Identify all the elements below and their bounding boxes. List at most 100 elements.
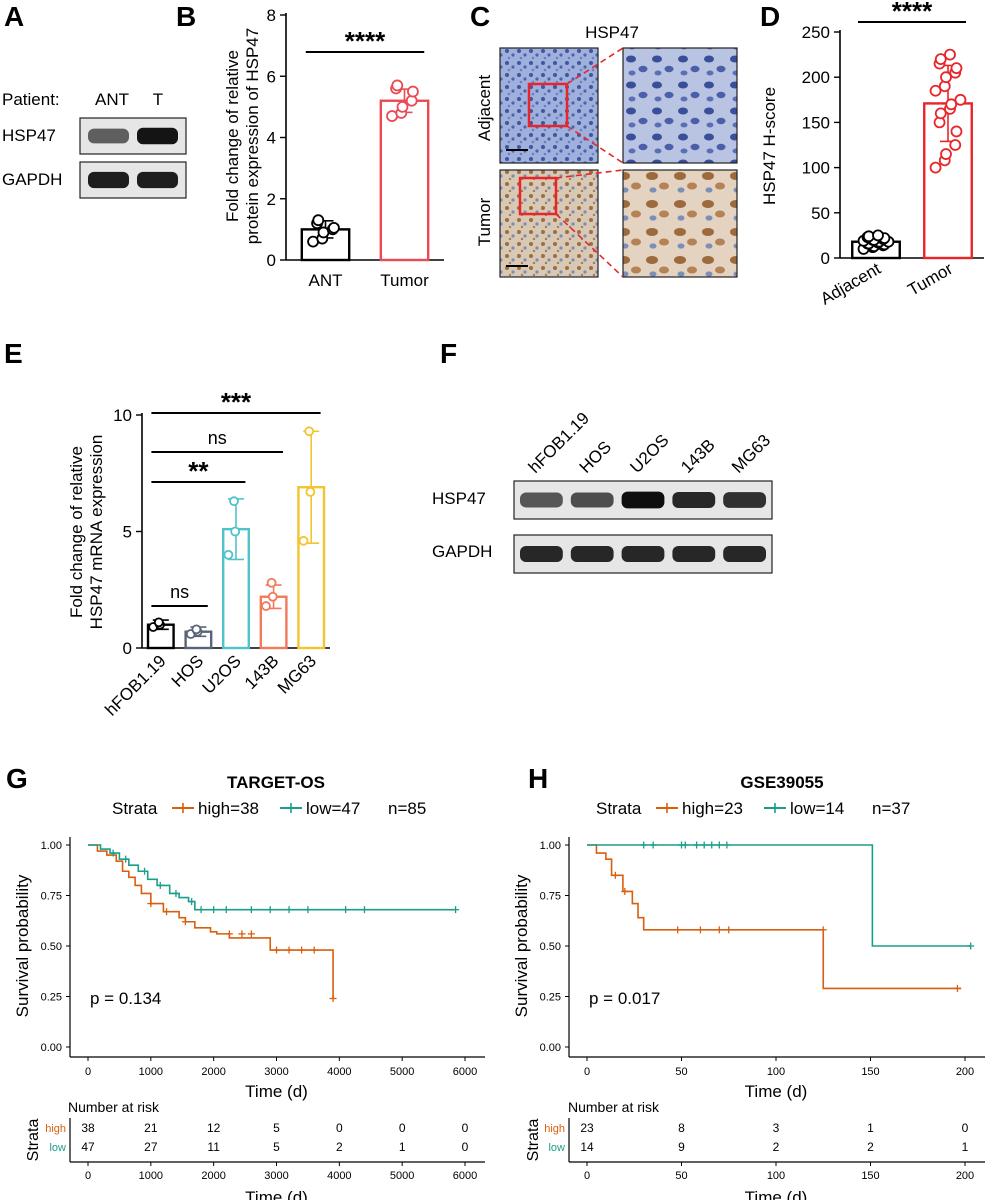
panel-c: C HSP47 Adjacent Tumor [470, 1, 738, 278]
km-x-tick-label: 0 [85, 1066, 91, 1078]
km-x-tick-label: 150 [861, 1066, 879, 1078]
y-tick-label: 200 [802, 68, 830, 87]
ihc-zoom-line [555, 213, 624, 278]
risk-x-tick-label: 0 [584, 1170, 590, 1182]
km-y-label: Survival probability [512, 874, 531, 1017]
blot-band [137, 127, 178, 145]
blot-band [723, 492, 766, 508]
risk-x-tick-label: 2000 [201, 1170, 225, 1182]
blot-band [723, 545, 766, 563]
risk-count: 0 [962, 1121, 969, 1135]
risk-count: 11 [207, 1140, 220, 1154]
risk-count: 0 [462, 1121, 469, 1135]
risk-x-tick-label: 4000 [327, 1170, 351, 1182]
risk-count: 0 [336, 1121, 343, 1135]
risk-count: 0 [462, 1140, 469, 1154]
blot-a-bands [88, 127, 178, 189]
km-x-tick-label: 4000 [327, 1066, 351, 1078]
x-tick-label: U2OS [199, 651, 245, 697]
y-tick-label: 2 [267, 190, 276, 209]
blot-band [88, 128, 129, 144]
blot-row-label-hsp47: HSP47 [2, 126, 56, 145]
significance-label: ns [170, 582, 189, 602]
risk-count: 0 [399, 1121, 406, 1135]
ihc-zoom-line [566, 47, 624, 85]
y-tick-label: 4 [267, 129, 276, 148]
risk-x-tick-label: 3000 [264, 1170, 288, 1182]
risk-table-title: Number at risk [568, 1099, 660, 1115]
km-y-tick-label: 0.00 [540, 1042, 561, 1054]
km-legend-low: low=14 [790, 799, 844, 818]
risk-count: 3 [773, 1121, 780, 1135]
x-tick-label: Tumor [904, 259, 956, 300]
data-point [949, 139, 962, 151]
data-point [940, 71, 952, 84]
panel-h: H GSE39055 Strata high=23 low=14 n=37 0.00 0.… [512, 763, 985, 1200]
x-tick-label: ANT [309, 271, 343, 290]
blot-band [570, 492, 614, 508]
panel-letter-a: A [4, 1, 24, 32]
km-y-tick-label: 0.00 [41, 1042, 62, 1054]
ihc-zoom-line [566, 125, 624, 164]
lane-label-ant: ANT [95, 90, 129, 109]
ihc-image-tumor [499, 169, 599, 278]
risk-row-label-high: high [544, 1123, 565, 1135]
risk-axis-label: Strata [525, 1119, 542, 1162]
km-y-tick-label: 0.25 [540, 992, 561, 1004]
data-point [872, 229, 884, 242]
data-point [298, 535, 309, 546]
km-y-tick-label: 0.50 [41, 941, 62, 953]
risk-x-tick-label: 50 [675, 1170, 687, 1182]
blot-band [520, 492, 563, 508]
chart-d-ylabel: HSP47 H-score [760, 87, 779, 205]
data-point [267, 591, 278, 602]
significance-label: *** [221, 387, 252, 417]
data-point [950, 62, 963, 75]
panel-letter-e: E [4, 338, 23, 369]
risk-count: 23 [580, 1121, 594, 1135]
data-point [934, 53, 947, 66]
risk-x-tick-label: 6000 [453, 1170, 477, 1182]
ihc-image-adjacent [499, 47, 599, 164]
km-y-tick-label: 0.75 [540, 891, 561, 903]
km-legend-title: Strata [112, 799, 158, 818]
y-tick-label: 0 [821, 249, 830, 268]
km-y-tick-label: 1.00 [540, 840, 561, 852]
bar [379, 99, 430, 262]
risk-x-label: Time (d) [245, 1188, 308, 1200]
km-y-tick-label: 1.00 [41, 840, 62, 852]
panel-letter-b: B [176, 1, 196, 32]
risk-count: 9 [678, 1140, 685, 1154]
km-legend-n: n=37 [872, 799, 910, 818]
blot-band [570, 545, 614, 563]
y-tick-label: 8 [267, 6, 276, 25]
risk-x-tick-label: 100 [767, 1170, 785, 1182]
risk-row-label-high: high [45, 1123, 66, 1135]
km-x-label: Time (d) [245, 1082, 308, 1101]
km-x-tick-label: 200 [956, 1066, 974, 1078]
km-y-tick-label: 0.25 [41, 992, 62, 1004]
y-tick-label: 6 [267, 67, 276, 86]
risk-x-tick-label: 5000 [390, 1170, 414, 1182]
risk-count: 47 [81, 1140, 95, 1154]
km-x-tick-label: 50 [675, 1066, 687, 1078]
data-point [391, 79, 404, 92]
chart-b-ylabel-line1: Fold change of relative [223, 50, 242, 222]
panel-a: A Patient: ANT T HSP47 GAPDH [2, 1, 187, 199]
data-point [944, 48, 956, 61]
ihc-roi-tumor [518, 176, 558, 216]
risk-x-tick-label: 200 [956, 1170, 974, 1182]
risk-count: 1 [867, 1121, 874, 1135]
panel-g: G TARGET-OS Strata high=38 low=47 n=85 0.00 0… [6, 763, 485, 1200]
km-curve-low [587, 844, 971, 947]
km-g-title: TARGET-OS [227, 773, 325, 792]
data-point [229, 496, 239, 507]
risk-table-title: Number at risk [68, 1099, 160, 1115]
chart-e-ylabel-line1: Fold change of relative [67, 446, 86, 618]
km-y-label: Survival probability [13, 874, 32, 1017]
km-curve-high [88, 844, 334, 999]
